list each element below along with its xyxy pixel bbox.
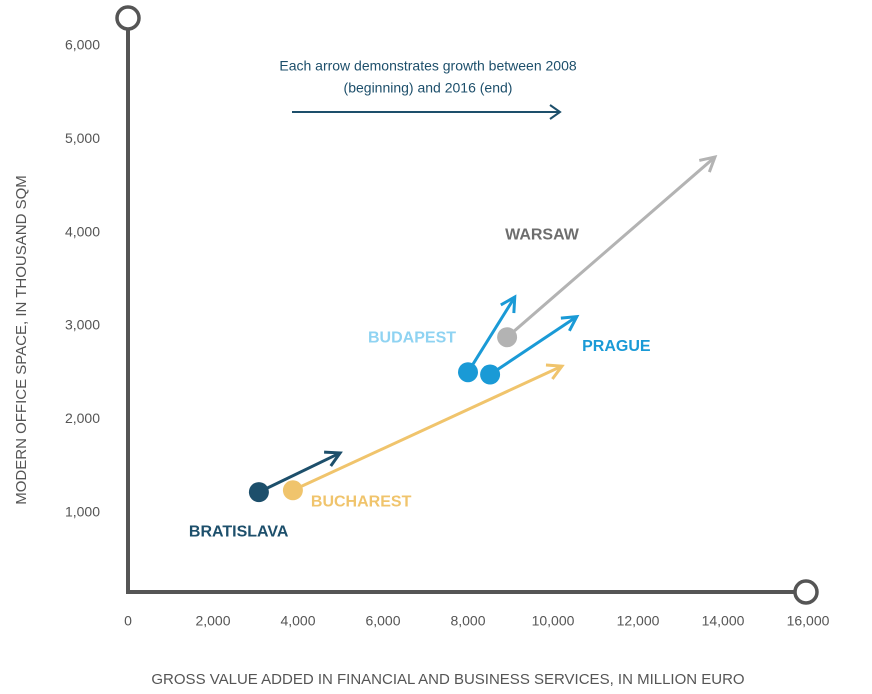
series-label: BUDAPEST	[368, 329, 456, 346]
growth-arrow	[506, 155, 716, 339]
x-tick-label: 10,000	[532, 613, 575, 629]
x-axis-label: GROSS VALUE ADDED IN FINANCIAL AND BUSIN…	[151, 671, 744, 688]
arrow-head	[698, 155, 718, 173]
series-label: WARSAW	[505, 226, 580, 243]
series-label: BUCHAREST	[311, 493, 412, 510]
growth-arrow	[292, 364, 563, 492]
x-tick-label: 2,000	[195, 613, 230, 629]
start-dot	[480, 364, 501, 385]
start-dot	[282, 480, 303, 501]
start-dot	[248, 482, 269, 503]
x-tick-label: 14,000	[702, 613, 745, 629]
x-tick-label: 0	[124, 613, 132, 629]
arrow-head	[545, 363, 565, 380]
y-tick-label: 5,000	[65, 130, 100, 146]
x-axis-end	[793, 579, 819, 605]
y-axis-end	[115, 5, 141, 31]
x-tick-label: 4,000	[280, 613, 315, 629]
y-tick-label: 6,000	[65, 37, 100, 53]
series-label: PRAGUE	[582, 338, 651, 355]
x-tick-label: 12,000	[617, 613, 660, 629]
growth-arrow	[466, 296, 517, 373]
y-tick-label: 3,000	[65, 317, 100, 333]
growth-arrow	[489, 315, 578, 376]
y-axis-label: MODERN OFFICE SPACE, IN THOUSAND SQM	[13, 175, 30, 504]
y-tick-label: 1,000	[65, 503, 100, 519]
y-tick-label: 2,000	[65, 410, 100, 426]
start-dot	[458, 362, 478, 383]
arrow-head	[500, 294, 517, 314]
annotation: Each arrow demonstrates growth between 2…	[279, 58, 576, 74]
series-label: BRATISLAVA	[189, 523, 289, 540]
arrow-head	[560, 314, 580, 332]
legend-arrow-head	[549, 104, 562, 120]
x-tick-label: 8,000	[450, 613, 485, 629]
x-tick-label: 16,000	[787, 613, 830, 629]
arrow-head	[324, 450, 343, 467]
y-tick-label: 4,000	[65, 223, 100, 239]
growth-arrow	[258, 451, 341, 494]
annotation: (beginning) and 2016 (end)	[344, 80, 513, 96]
start-dot	[497, 327, 518, 348]
x-tick-label: 6,000	[365, 613, 400, 629]
